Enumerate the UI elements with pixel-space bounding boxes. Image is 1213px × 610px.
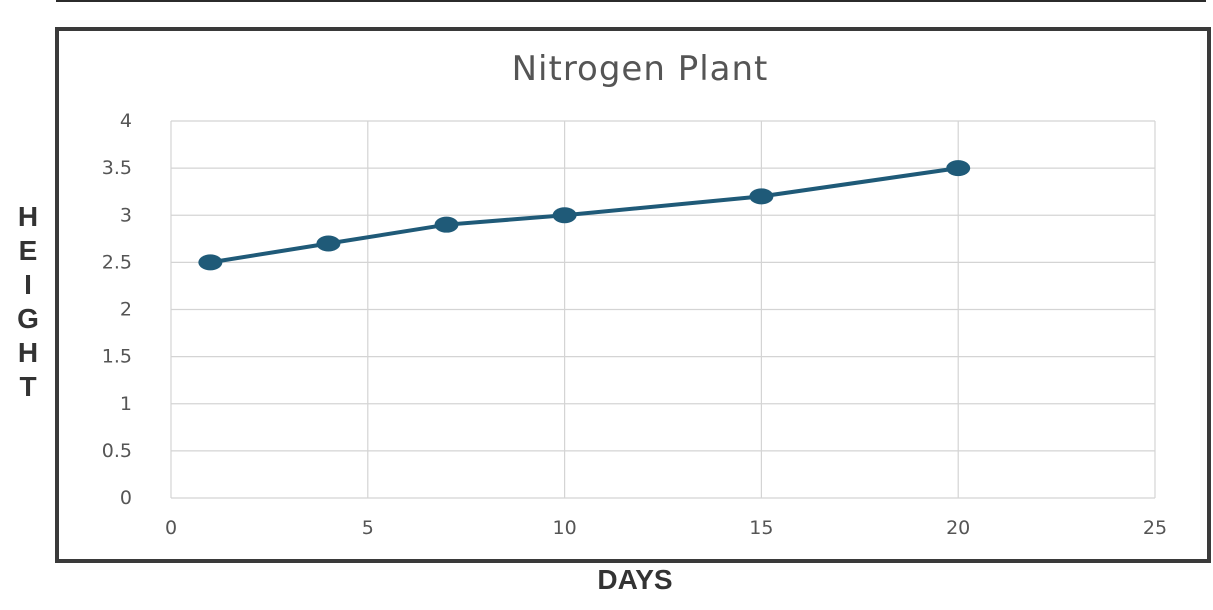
top-banner-edge	[56, 0, 1206, 2]
y-tick-label: 3	[120, 204, 132, 226]
data-point	[198, 254, 223, 271]
x-tick-label: 25	[1143, 517, 1167, 539]
y-tick-label: 1	[120, 393, 132, 415]
y-tick-label: 1.5	[102, 346, 132, 368]
y-axis-title-letter: I	[24, 269, 32, 300]
y-axis-title-letter: T	[19, 371, 37, 402]
y-tick-label: 0	[120, 487, 132, 509]
data-series	[198, 160, 971, 271]
y-axis-title-letter: E	[18, 235, 38, 266]
y-tick-label: 4	[120, 110, 132, 132]
data-point	[552, 207, 577, 224]
y-tick-label: 2	[120, 299, 132, 321]
data-point	[434, 216, 459, 233]
y-tick-label: 2.5	[102, 251, 132, 273]
chart-frame	[55, 27, 1211, 563]
y-axis-title-letter: H	[17, 337, 39, 368]
series-line	[210, 166, 959, 265]
x-axis-title: DAYS	[597, 564, 673, 595]
x-tick-label: 15	[749, 517, 773, 539]
y-tick-label: 3.5	[102, 157, 132, 179]
x-tick-label: 20	[946, 517, 970, 539]
y-tick-labels: 0 0.5 1 1.5 2 2.5 3 3.5 4	[102, 110, 132, 509]
x-tick-label: 10	[553, 517, 577, 539]
data-point	[749, 188, 774, 205]
y-axis-title-letter: G	[17, 303, 39, 334]
data-point	[316, 235, 341, 252]
chart-title: Nitrogen Plant	[512, 49, 769, 89]
y-tick-label: 0.5	[102, 440, 132, 462]
y-axis-title-letter: H	[17, 201, 39, 232]
x-tick-label: 0	[165, 517, 177, 539]
x-tick-label: 5	[362, 517, 374, 539]
x-tick-labels: 0 5 10 15 20 25	[165, 517, 1167, 539]
data-point	[946, 160, 971, 177]
grid	[170, 120, 1156, 499]
